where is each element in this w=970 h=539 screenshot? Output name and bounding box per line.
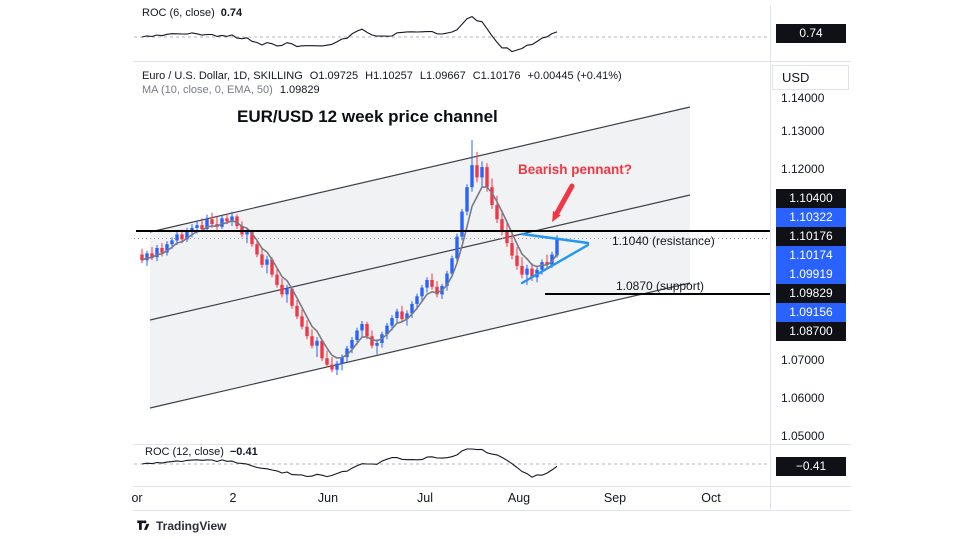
roc6-label: ROC (6, close) xyxy=(142,7,215,19)
price-tick: 1.13000 xyxy=(781,124,825,138)
tradingview-logo[interactable]: TradingView xyxy=(136,518,226,533)
roc12-legend: ROC (12, close) −0.41 xyxy=(145,446,258,458)
resistance-label: 1.1040 (resistance) xyxy=(612,234,715,248)
symbol-title: Euro / U.S. Dollar, 1D, SKILLING xyxy=(142,70,303,82)
price-tick: 1.07000 xyxy=(781,353,825,367)
roc12-label: ROC (12, close) xyxy=(145,446,224,458)
symbol-legend: Euro / U.S. Dollar, 1D, SKILLING O1.09725… xyxy=(142,70,622,82)
time-tick: 2 xyxy=(229,491,237,505)
ma-value: 1.09829 xyxy=(279,84,320,96)
ma-label: MA (10, close, 0, EMA, 50) xyxy=(142,84,273,96)
price-badge: 1.10322 xyxy=(776,208,846,227)
pane-separator xyxy=(133,444,851,445)
price-badge: 1.10400 xyxy=(776,189,846,208)
last-price-badge: 1.10176 xyxy=(776,227,846,246)
time-axis-separator xyxy=(133,486,851,487)
price-badge: 1.08700 xyxy=(776,322,846,341)
time-tick: Oct xyxy=(701,491,721,505)
price-axis-separator xyxy=(770,6,771,510)
price-tick: 1.05000 xyxy=(781,429,825,443)
time-tick: Jul xyxy=(417,491,433,505)
bearish-pennant-annotation: Bearish pennant? xyxy=(518,162,633,177)
price-badge: 1.09829 xyxy=(776,284,846,303)
price-tick: 1.06000 xyxy=(781,391,825,405)
roc12-value: −0.41 xyxy=(229,446,258,458)
price-tick: 1.12000 xyxy=(781,162,825,176)
chart-title-annotation: EUR/USD 12 week price channel xyxy=(237,107,498,126)
time-tick: or xyxy=(131,491,143,505)
time-tick: Jun xyxy=(317,491,339,505)
price-tick: 1.14000 xyxy=(781,91,825,105)
roc6-value: 0.74 xyxy=(220,7,243,19)
ohlc-close: C1.10176 xyxy=(472,70,521,82)
tradingview-logo-text: TradingView xyxy=(156,518,227,533)
tradingview-logo-icon xyxy=(137,520,150,530)
change-value: +0.00445 (+0.41%) xyxy=(527,70,622,82)
roc6-legend: ROC (6, close) 0.74 xyxy=(142,7,242,19)
roc12-value-badge: −0.41 xyxy=(776,457,846,476)
support-label: 1.0870 (support) xyxy=(616,279,705,293)
currency-selector-button[interactable]: USD xyxy=(772,65,849,90)
ma-legend: MA (10, close, 0, EMA, 50) 1.09829 xyxy=(142,84,320,96)
ohlc-low: L1.09667 xyxy=(419,70,466,82)
roc6-value-badge: 0.74 xyxy=(776,24,846,43)
ohlc-open: O1.09725 xyxy=(309,70,359,82)
pane-separator xyxy=(133,61,851,62)
chart-bottom-border xyxy=(133,510,851,511)
currency-label: USD xyxy=(782,70,810,85)
time-tick: Aug xyxy=(507,491,531,505)
ohlc-high: H1.10257 xyxy=(365,70,413,82)
price-badge: 1.09156 xyxy=(776,303,846,322)
price-badge: 1.10174 xyxy=(776,246,846,265)
price-badge: 1.09919 xyxy=(776,265,846,284)
time-tick: Sep xyxy=(603,491,627,505)
